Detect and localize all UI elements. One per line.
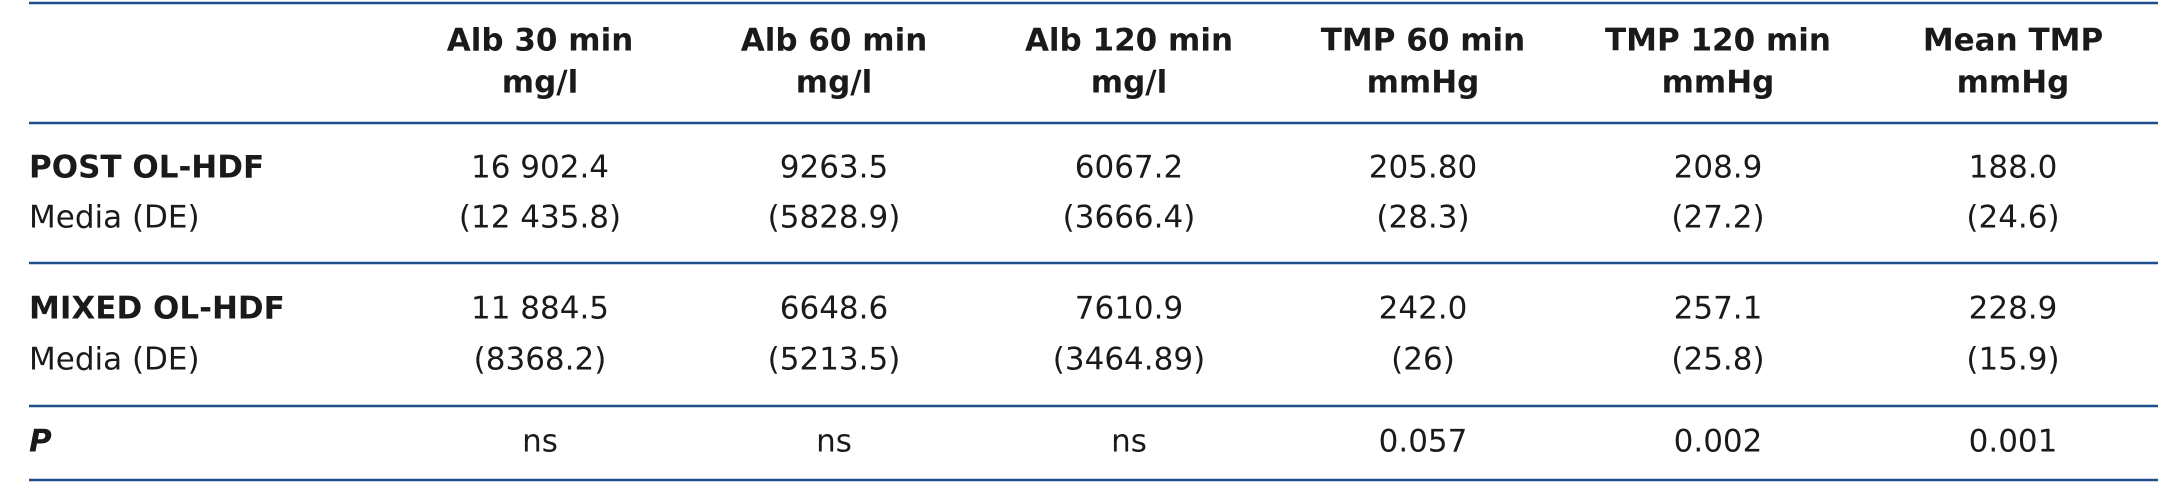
row-label: P	[29, 424, 52, 460]
cell-sd: (5828.9)	[768, 200, 901, 236]
cell-sd: (8368.2)	[474, 342, 607, 378]
cell-sd: (3666.4)	[1063, 200, 1196, 236]
cell-mean: 208.9	[1674, 150, 1763, 186]
column-unit: mg/l	[502, 65, 578, 101]
cell-mean: 188.0	[1969, 150, 2058, 186]
row-sublabel: Media (DE)	[29, 200, 200, 236]
column-title: Alb 60 min	[741, 23, 928, 59]
column-title: Mean TMP	[1923, 23, 2103, 59]
cell-mean: 6067.2	[1075, 150, 1183, 186]
cell-p: 0.057	[1379, 424, 1468, 460]
column-title: Alb 120 min	[1025, 23, 1233, 59]
cell-mean: 242.0	[1379, 291, 1468, 327]
cell-p: ns	[1111, 424, 1147, 460]
cell-sd: (28.3)	[1376, 200, 1469, 236]
cell-mean: 7610.9	[1075, 291, 1183, 327]
column-title: TMP 60 min	[1321, 23, 1525, 59]
cell-sd: (5213.5)	[768, 342, 901, 378]
cell-p: ns	[522, 424, 558, 460]
column-title: TMP 120 min	[1605, 23, 1831, 59]
cell-sd: (26)	[1391, 342, 1455, 378]
column-unit: mmHg	[1367, 65, 1480, 101]
cell-mean: 205.80	[1369, 150, 1477, 186]
cell-sd: (25.8)	[1671, 342, 1764, 378]
cell-sd: (24.6)	[1966, 200, 2059, 236]
row-label: MIXED OL-HDF	[29, 291, 285, 327]
column-unit: mg/l	[1091, 65, 1167, 101]
cell-mean: 228.9	[1969, 291, 2058, 327]
column-unit: mg/l	[796, 65, 872, 101]
cell-p: ns	[816, 424, 852, 460]
row-sublabel: Media (DE)	[29, 342, 200, 378]
cell-mean: 11 884.5	[471, 291, 609, 327]
cell-mean: 9263.5	[780, 150, 888, 186]
cell-p: 0.002	[1674, 424, 1763, 460]
column-unit: mmHg	[1957, 65, 2070, 101]
cell-mean: 6648.6	[780, 291, 888, 327]
cell-mean: 16 902.4	[471, 150, 609, 186]
cell-sd: (12 435.8)	[459, 200, 621, 236]
cell-sd: (27.2)	[1671, 200, 1764, 236]
cell-mean: 257.1	[1674, 291, 1763, 327]
column-unit: mmHg	[1662, 65, 1775, 101]
cell-sd: (15.9)	[1966, 342, 2059, 378]
row-label: POST OL-HDF	[29, 150, 264, 186]
cell-p: 0.001	[1969, 424, 2058, 460]
column-title: Alb 30 min	[447, 23, 634, 59]
cell-sd: (3464.89)	[1053, 342, 1205, 378]
